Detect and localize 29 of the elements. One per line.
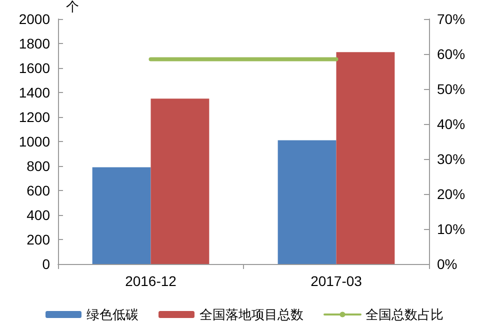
bar: [336, 52, 395, 264]
legend-label: 绿色低碳: [86, 307, 138, 322]
legend-label: 全国总数占比: [366, 307, 444, 322]
y-tick-label: 1200: [18, 109, 50, 125]
y-tick-label: 200: [26, 232, 50, 248]
y-tick-label: 1800: [18, 36, 50, 52]
x-tick-label: 2017-03: [310, 273, 362, 289]
y2-tick-label: 20%: [437, 186, 466, 202]
y2-tick-label: 0%: [437, 256, 458, 272]
y-tick-label: 1400: [18, 84, 50, 100]
y2-tick-label: 10%: [437, 221, 466, 237]
y-tick-label: 0: [42, 256, 50, 272]
y-tick-label: 400: [26, 207, 50, 223]
y-tick-label: 2000: [18, 11, 50, 27]
legend-label: 全国落地项目总数: [200, 307, 304, 322]
y-tick-label: 1600: [18, 60, 50, 76]
y-tick-label: 1000: [18, 134, 50, 150]
bar: [92, 167, 151, 264]
y2-tick-label: 50%: [437, 81, 466, 97]
y2-tick-label: 30%: [437, 151, 466, 167]
y2-tick-label: 70%: [437, 11, 466, 27]
bar: [150, 98, 210, 264]
y2-tick-label: 40%: [437, 116, 466, 132]
bar: [278, 140, 336, 264]
y-tick-label: 600: [26, 182, 50, 198]
y-tick-label: 800: [26, 158, 50, 174]
y2-tick-label: 60%: [437, 46, 466, 62]
x-tick-label: 2016-12: [125, 273, 177, 289]
y-axis-title: 个: [66, 0, 79, 14]
